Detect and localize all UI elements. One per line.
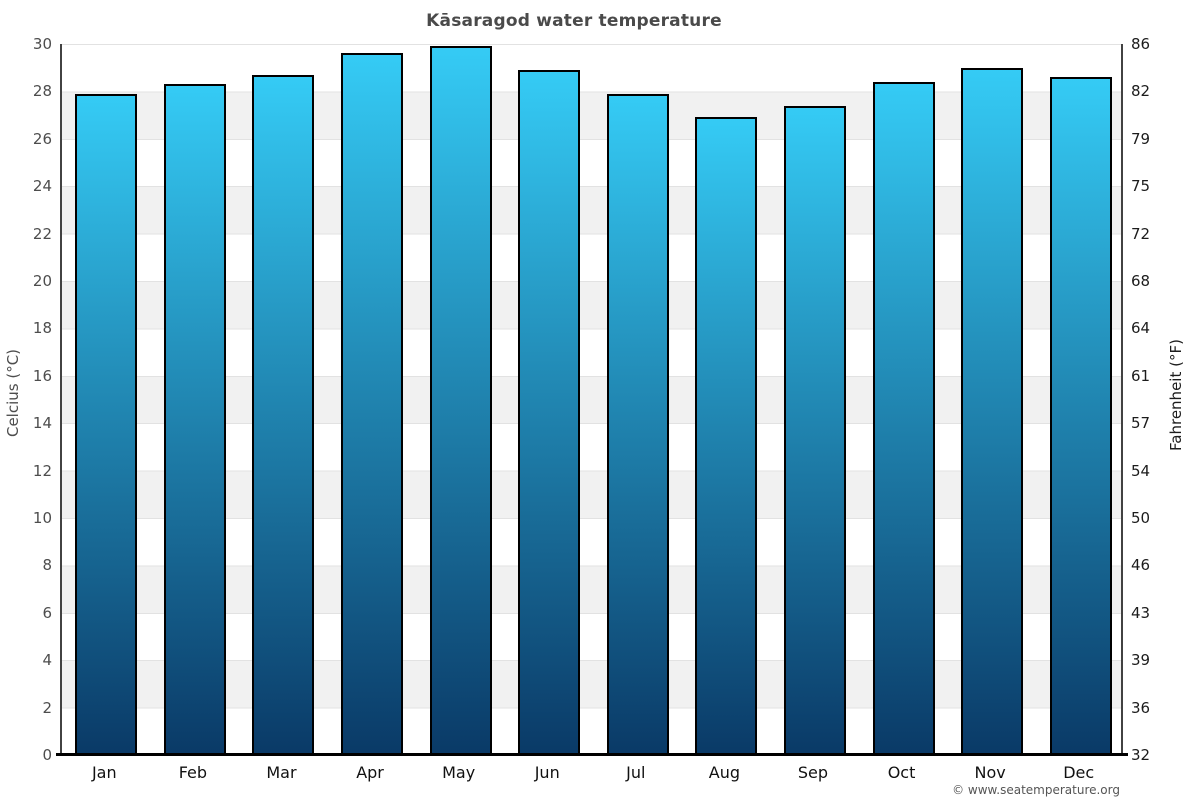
x-tick-sep: Sep xyxy=(797,763,829,782)
x-tick-dec: Dec xyxy=(1063,763,1095,782)
bar-jan xyxy=(75,93,138,755)
x-tick-jan: Jan xyxy=(91,763,117,782)
bar-mar xyxy=(252,74,315,755)
y-tick-right-54: 54 xyxy=(1131,461,1151,480)
y-tick-right-82: 82 xyxy=(1131,82,1151,101)
bar-aug xyxy=(695,117,758,755)
y-tick-right-61: 61 xyxy=(1131,366,1151,385)
x-tick-jun: Jun xyxy=(534,763,560,782)
x-tick-aug: Aug xyxy=(708,763,740,782)
y-tick-right-68: 68 xyxy=(1131,272,1151,290)
x-tick-may: May xyxy=(442,763,476,782)
bar-sep xyxy=(783,105,846,755)
x-tick-feb: Feb xyxy=(178,763,208,782)
chart-title: Kāsaragod water temperature xyxy=(426,11,722,31)
y-tick-left-30: 30 xyxy=(32,35,52,53)
y-tick-right-50: 50 xyxy=(1131,509,1151,527)
y-tick-left-24: 24 xyxy=(32,177,52,196)
y-axis-left-title: Celcius (°C) xyxy=(4,348,22,438)
bar-dec xyxy=(1049,77,1112,755)
bar-oct xyxy=(872,81,935,755)
y-tick-left-12: 12 xyxy=(32,461,52,480)
y-tick-left-6: 6 xyxy=(42,603,52,622)
bar-feb xyxy=(163,84,226,755)
y-tick-right-75: 75 xyxy=(1131,177,1151,196)
y-tick-right-32: 32 xyxy=(1131,746,1151,764)
y-axis-right-ticks: 86 82 79 75 72 68 64 61 57 54 50 46 43 39 36 32 xyxy=(1131,35,1191,764)
y-tick-left-10: 10 xyxy=(32,509,52,527)
y-tick-right-57: 57 xyxy=(1131,414,1151,433)
bar-may xyxy=(429,46,492,755)
y-tick-left-26: 26 xyxy=(32,129,52,148)
y-tick-left-2: 2 xyxy=(42,698,52,717)
y-tick-left-16: 16 xyxy=(32,366,52,385)
x-tick-jul: Jul xyxy=(626,763,646,782)
y-tick-left-0: 0 xyxy=(42,746,52,764)
y-tick-right-39: 39 xyxy=(1131,651,1151,670)
y-tick-right-79: 79 xyxy=(1131,129,1151,148)
y-tick-left-28: 28 xyxy=(32,82,52,101)
bar-jun xyxy=(518,70,581,755)
x-tick-mar: Mar xyxy=(266,763,297,782)
y-tick-left-20: 20 xyxy=(32,272,52,290)
y-tick-left-4: 4 xyxy=(42,651,52,670)
y-tick-right-46: 46 xyxy=(1131,556,1151,575)
x-axis-baseline xyxy=(56,753,1128,756)
x-axis-month-labels: Jan Feb Mar Apr May Jun Jul Aug Sep Oct Nov Dec xyxy=(60,763,1123,783)
bar-jul xyxy=(606,93,669,755)
y-tick-left-14: 14 xyxy=(32,414,52,433)
plot-area xyxy=(60,44,1123,755)
y-axis-right-title: Fahrenheit (°F) xyxy=(1167,339,1185,451)
y-tick-right-36: 36 xyxy=(1131,698,1151,717)
y-tick-right-72: 72 xyxy=(1131,224,1151,243)
x-tick-apr: Apr xyxy=(356,763,384,782)
y-tick-right-86: 86 xyxy=(1131,35,1151,53)
bar-nov xyxy=(961,67,1024,755)
bar-apr xyxy=(341,53,404,755)
y-tick-left-22: 22 xyxy=(32,224,52,243)
x-tick-nov: Nov xyxy=(974,763,1006,782)
y-tick-right-64: 64 xyxy=(1131,319,1151,338)
y-axis-left-ticks: 30 28 26 24 22 20 18 16 14 12 10 8 6 4 2 0 xyxy=(0,35,52,764)
x-tick-oct: Oct xyxy=(887,763,916,782)
y-tick-left-8: 8 xyxy=(42,556,52,575)
y-tick-right-43: 43 xyxy=(1131,603,1151,622)
y-tick-left-18: 18 xyxy=(32,319,52,338)
copyright-footer: © www.seatemperature.org xyxy=(952,783,1120,797)
